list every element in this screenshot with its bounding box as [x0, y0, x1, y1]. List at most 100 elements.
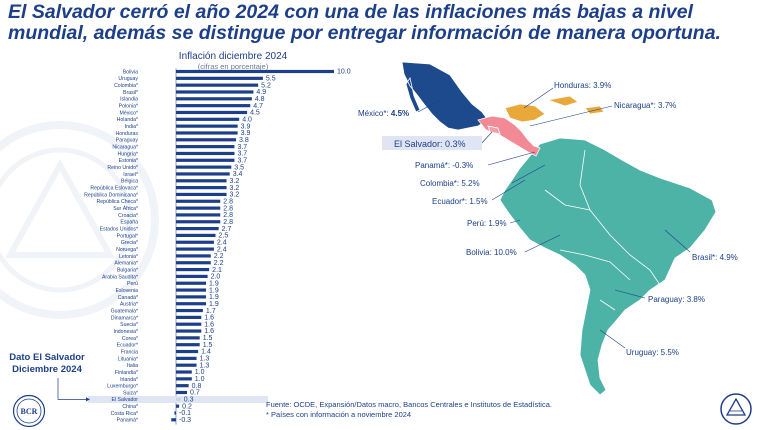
bar	[176, 186, 227, 190]
value-label: 1.6	[204, 321, 214, 328]
category-label: Eslovenia	[116, 288, 139, 294]
bar	[176, 336, 200, 340]
category-label: Uruguay	[118, 76, 138, 82]
category-label: Israel*	[123, 172, 138, 178]
map-label-mexico-value: 4.5%	[391, 109, 409, 118]
category-label: Reino Unido*	[107, 165, 138, 171]
value-label: 1.6	[204, 315, 214, 322]
bar	[176, 226, 219, 231]
value-label: 2.4	[217, 239, 227, 246]
bar	[176, 329, 202, 333]
category-label: India*	[125, 124, 138, 130]
value-label: 5.5	[266, 76, 276, 83]
value-label: -0.1	[179, 410, 191, 417]
value-label: 1.9	[209, 301, 219, 308]
background-watermark-icon	[0, 121, 159, 319]
map-label-mexico-text: México*:	[358, 109, 391, 118]
bar	[176, 117, 240, 121]
value-label: 10.0	[337, 69, 351, 76]
category-label: Suiza*	[123, 390, 138, 396]
value-label: 1.9	[209, 280, 219, 287]
category-label: Corea*	[122, 336, 138, 342]
value-label: 1.7	[206, 308, 216, 315]
value-label: 3.9	[241, 123, 251, 130]
bar	[176, 377, 192, 381]
bar	[176, 295, 207, 299]
bar	[176, 363, 197, 367]
mexico-shape	[401, 61, 489, 131]
bar	[176, 247, 214, 251]
category-label: Bulgaria*	[117, 267, 138, 273]
value-label: 2.4	[217, 246, 227, 253]
bar	[176, 267, 210, 272]
brasil-border	[544, 149, 661, 311]
category-label: Guatemala*	[111, 308, 138, 314]
el-salvador-coat-of-arms-icon	[720, 393, 752, 425]
category-label: España	[120, 220, 138, 226]
bar	[176, 315, 202, 319]
map-label-honduras: Honduras: 3.9%	[554, 81, 611, 90]
category-label: Paraguay	[116, 138, 139, 144]
value-label: 1.3	[200, 362, 210, 369]
bar	[176, 404, 180, 408]
bar	[171, 418, 176, 422]
category-label: Islandia	[120, 97, 138, 103]
map-label-ecuador: Ecuador*: 1.5%	[432, 197, 488, 206]
pointer-arrowhead	[86, 397, 90, 402]
value-label: 4.8	[255, 96, 265, 103]
category-label: Grecia*	[121, 240, 138, 246]
bar	[176, 138, 237, 142]
page-headline: El Salvador cerró el año 2024 con una de…	[8, 1, 721, 44]
category-label: Irlanda*	[120, 377, 138, 383]
value-label: 3.7	[237, 151, 247, 158]
category-label: Canadá*	[118, 295, 138, 301]
bar	[176, 151, 235, 156]
category-label: Honduras	[116, 131, 139, 137]
value-label: 2.7	[222, 226, 232, 233]
value-label: 2.0	[211, 274, 221, 281]
value-label: 4.7	[253, 103, 263, 110]
value-label: 0.8	[192, 383, 202, 390]
value-label: 0.2	[182, 403, 192, 410]
value-label: 2.8	[223, 219, 233, 226]
el-salvador-data-label-line1: Dato El Salvador	[9, 352, 85, 363]
central-bank-seal-icon: BCR	[12, 394, 46, 428]
value-label: 1.9	[209, 294, 219, 301]
bar	[176, 104, 251, 108]
map-label-el-salvador: El Salvador: 0.3%	[394, 139, 466, 149]
chart-subtitle: (cifras en porcentaje)	[197, 62, 269, 71]
bar	[176, 384, 189, 388]
bar	[176, 158, 235, 162]
category-label: Noruega*	[116, 247, 138, 253]
category-label: Hungría*	[118, 151, 138, 157]
category-label: Lituania*	[118, 356, 138, 362]
el-salvador-shape	[487, 125, 501, 135]
value-label: 3.7	[237, 157, 247, 164]
category-label: Nicaragua*	[112, 145, 138, 151]
category-label: Bolivia	[123, 69, 138, 75]
south-america-shape	[499, 137, 717, 396]
category-label: Estados Unidos*	[100, 226, 138, 232]
category-label: Bélgica	[121, 179, 138, 185]
category-label: Indonesia*	[113, 329, 138, 335]
bar	[176, 233, 216, 238]
value-label: 1.0	[195, 376, 205, 383]
bar	[176, 308, 203, 313]
category-label: Portugal*	[117, 233, 138, 239]
map-label-paraguay: Paraguay: 3.8%	[648, 295, 705, 304]
bar	[176, 370, 192, 374]
value-label: 2.8	[223, 205, 233, 212]
category-label: México*	[120, 110, 138, 116]
value-label: 1.5	[203, 342, 213, 349]
category-label: Austria*	[120, 302, 138, 308]
category-label: Holanda*	[117, 117, 138, 123]
el-salvador-data-label-line2: Diciembre 2024	[12, 364, 82, 375]
bar	[176, 165, 232, 169]
bar	[176, 145, 235, 149]
value-label: 2.8	[223, 198, 233, 205]
bar	[176, 322, 202, 326]
value-label: 5.2	[261, 82, 271, 89]
value-label: 2.2	[214, 260, 224, 267]
bar	[176, 302, 207, 306]
